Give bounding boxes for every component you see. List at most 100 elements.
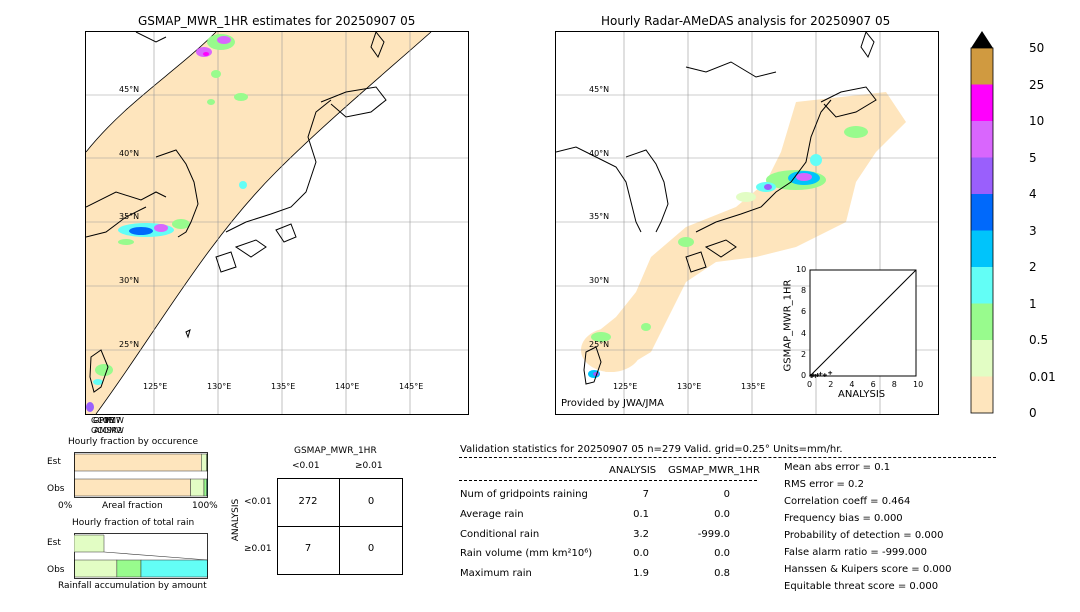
scatter-ytick: 0 [801, 371, 807, 380]
right-lon-label-135: 135°E [741, 382, 766, 391]
score-ets: Equitable threat score = 0.000 [784, 581, 939, 592]
contingency-col-header-1: <0.01 [292, 461, 320, 471]
colorbar-label-2: 0.5 [1029, 333, 1049, 347]
contingency-cell-0-1: 0 [367, 496, 375, 507]
right-lon-label-130: 130°E [677, 382, 702, 391]
scatter-points [809, 370, 833, 378]
occurrence-bar-obs-2 [203, 478, 207, 497]
score-mean-abs-error: Mean abs error = 0.1 [784, 462, 891, 473]
right-lat-label-45: 45°N [589, 85, 610, 94]
validation-row-gsmap-3: 0.0 [714, 548, 730, 559]
contingency-cell-1-0: 7 [304, 543, 312, 554]
occurrence-row-obs: Obs [47, 484, 65, 494]
right-lat-label-40: 40°N [589, 149, 610, 158]
colorbar-segment-7 [971, 121, 993, 158]
colorbar-label-1: 0.01 [1029, 369, 1056, 384]
right-map-title: Hourly Radar-AMeDAS analysis for 2025090… [601, 14, 891, 28]
contingency-col-header-2: ≥0.01 [355, 461, 383, 471]
left-lon-label-145: 145°E [399, 382, 424, 391]
contingency-row-axis-label: ANALYSIS [231, 498, 242, 542]
right-map: 45°N 40°N 35°N 30°N 25°N 125°E 130°E 135… [555, 31, 939, 415]
validation-row-label-1: Average rain [460, 509, 524, 520]
scatter-ytick: 2 [801, 349, 807, 359]
occurrence-frame [74, 452, 208, 498]
sensor-label-gcomw-2: GCOMW [91, 426, 124, 435]
left-lat-label-35: 35°N [119, 212, 140, 221]
scatter-point [815, 372, 820, 377]
left-map: 45°N 40°N 35°N 30°N 25°N 125°E 130°E 135… [85, 31, 469, 415]
validation-table-rule [459, 480, 757, 481]
left-map-canvas [86, 32, 468, 414]
right-lat-label-35: 35°N [589, 212, 610, 221]
sensor-label-f17: F17 [106, 416, 121, 425]
occurrence-axis-right: 100% [192, 501, 218, 511]
radar-coverage [586, 92, 906, 372]
scatter-ytick: 6 [801, 307, 807, 317]
validation-row-analysis-2: 3.2 [633, 529, 649, 540]
scatter-xtick: 6 [870, 380, 876, 389]
occurrence-title: Hourly fraction by occurence [68, 437, 199, 447]
occurrence-axis-left: 0% [58, 501, 73, 511]
satellite-swath [86, 32, 431, 414]
occurrence-bar-obs-0 [73, 478, 191, 497]
total-rain-est-segment [73, 534, 105, 553]
colorbar-segment-0 [971, 376, 993, 413]
sensor-label-f16: F16 [99, 416, 114, 425]
validation-row-gsmap-4: 0.8 [714, 568, 730, 579]
contingency-title: GSMAP_MWR_1HR [294, 446, 377, 456]
validation-row-label-3: Rain volume (mm km²10⁶) [460, 548, 593, 559]
colorbar-label-6: 4 [1029, 187, 1037, 201]
occurrence-axis-mid: Areal fraction [102, 501, 163, 511]
colorbar-extend-arrow [971, 31, 993, 48]
right-map-coastlines [556, 32, 877, 385]
colorbar-segment-5 [971, 194, 993, 231]
occurrence-bars [73, 452, 209, 498]
sensor-label-gpm: GPM [93, 416, 111, 425]
colorbar [970, 31, 994, 414]
score-hk: Hanssen & Kuipers score = 0.000 [784, 564, 952, 575]
validation-row-analysis-1: 0.1 [633, 509, 649, 520]
validation-dashed-line [459, 457, 996, 458]
scatter-ylabel: GSMAP_MWR_1HR [782, 279, 794, 372]
colorbar-label-8: 10 [1029, 114, 1045, 128]
left-map-gridlines [86, 32, 468, 414]
colorbar-segment-4 [971, 230, 993, 267]
score-correlation: Correlation coeff = 0.464 [784, 496, 911, 507]
total-rain-chart [73, 533, 209, 579]
scatter-point [822, 372, 827, 377]
contingency-row-header-1: <0.01 [244, 497, 272, 507]
sensor-label-amsr2: AMSR2 [94, 426, 123, 435]
colorbar-segment-6 [971, 157, 993, 194]
right-map-canvas [556, 32, 938, 414]
validation-row-analysis-4: 1.9 [633, 568, 649, 579]
data-credit: Provided by JWA/JMA [561, 398, 664, 409]
scatter-point [813, 374, 818, 378]
sensor-label-gcomw: GCOMW [91, 416, 124, 425]
validation-row-analysis-3: 0.0 [633, 548, 649, 559]
validation-col-analysis: ANALYSIS [609, 465, 657, 476]
validation-col-gsmap: GSMAP_MWR_1HR [668, 465, 760, 476]
validation-row-analysis-0: 7 [642, 489, 649, 500]
occurrence-chart [73, 452, 209, 498]
right-lat-label-25: 25°N [589, 340, 610, 349]
total-rain-connector [103, 551, 209, 561]
colorbar-label-3: 1 [1029, 296, 1037, 311]
contingency-grid: 272 0 7 0 [277, 478, 403, 575]
total-rain-row-est: Est [47, 538, 61, 548]
right-map-rain-patches [588, 126, 868, 378]
colorbar-border [970, 47, 994, 414]
left-map-rain-patches [86, 34, 248, 412]
total-rain-title: Hourly fraction of total rain [72, 518, 195, 528]
colorbar-label-7: 5 [1029, 150, 1037, 165]
colorbar-segment-3 [971, 267, 993, 304]
score-frequency-bias: Frequency bias = 0.000 [784, 513, 903, 524]
left-lon-label-125: 125°E [143, 382, 168, 391]
left-lon-label-130: 130°E [207, 382, 232, 391]
left-lat-label-30: 30°N [119, 276, 140, 285]
left-map-title: GSMAP_MWR_1HR estimates for 20250907 05 [138, 14, 416, 28]
scatter-xtick: 4 [849, 380, 855, 389]
total-rain-bar-obs-0 [73, 559, 118, 578]
scatter-point [818, 371, 823, 376]
scatter-ytick: 8 [801, 286, 807, 296]
colorbar-canvas [970, 31, 994, 414]
